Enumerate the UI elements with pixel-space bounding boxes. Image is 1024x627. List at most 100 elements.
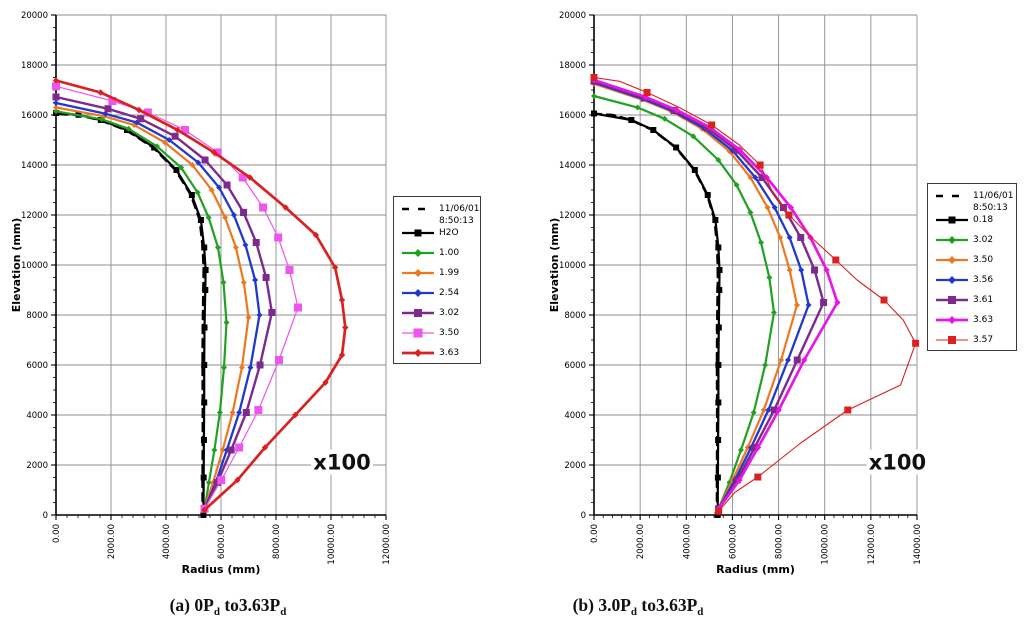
- svg-text:4000.00: 4000.00: [162, 524, 172, 559]
- series-marker: [880, 296, 888, 304]
- y-axis-title: Elevation (mm): [548, 218, 561, 313]
- series-marker: [219, 447, 226, 453]
- series-marker: [736, 476, 743, 484]
- chart-b-tick-labels: 0 2000 4000 6000 8000 10000 12000 14000 16000 180…: [559, 11, 923, 565]
- series-marker: [259, 203, 268, 212]
- series-marker: [766, 274, 773, 281]
- series-marker: [256, 312, 263, 318]
- legend-item-1-00: 1.00: [400, 247, 477, 258]
- series-3-63: [52, 77, 349, 514]
- svg-text:8000.00: 8000.00: [775, 524, 785, 559]
- series-marker: [832, 256, 840, 264]
- legend-swatch: [402, 328, 434, 337]
- series-marker: [747, 209, 754, 216]
- series-marker: [777, 234, 784, 241]
- series-marker: [173, 167, 180, 173]
- series-marker: [125, 125, 132, 132]
- series-marker: [770, 309, 777, 316]
- series-0-18: [591, 110, 723, 518]
- legend-swatch: [936, 295, 968, 304]
- series-marker: [52, 93, 60, 101]
- svg-text:Elevation (mm): Elevation (mm): [10, 218, 23, 313]
- y-tick-label: 0: [581, 511, 586, 521]
- series-marker: [752, 174, 759, 181]
- legend-item-11-06-01: 11/06/01: [934, 190, 1013, 201]
- x-tick-label: 6000.00: [728, 524, 738, 559]
- series-marker: [716, 287, 723, 293]
- legend-item-3-63: 3.63: [934, 314, 1013, 325]
- series-marker: [715, 157, 722, 163]
- svg-text:12000.00: 12000.00: [382, 524, 392, 565]
- legend-item-2-54: 2.54: [400, 287, 477, 298]
- series-marker: [53, 104, 59, 111]
- x-tick-label: 14000.00: [913, 524, 923, 565]
- series-marker: [715, 399, 722, 406]
- series-marker: [708, 121, 716, 129]
- annotation-text: x100: [869, 451, 926, 475]
- legend-item-time: 8:50:13: [934, 202, 1013, 213]
- series-line: [592, 80, 825, 510]
- series-marker: [642, 93, 649, 101]
- series-marker: [153, 143, 160, 150]
- series-marker: [171, 132, 179, 140]
- legend-marker: [948, 335, 956, 344]
- legend-swatch-empty: [400, 215, 436, 227]
- caption-a-sub1: d: [213, 606, 220, 618]
- series-marker: [275, 356, 284, 364]
- caption-a: (a) 0Pd to3.63Pd: [148, 595, 308, 618]
- series-marker: [234, 476, 241, 484]
- series-line: [592, 112, 721, 517]
- series-line: [54, 112, 205, 517]
- y-tick-label: 12000: [559, 211, 586, 221]
- legend-label: 11/06/01: [973, 190, 1014, 201]
- series-marker: [715, 324, 722, 331]
- x-tick-label: 0.00: [52, 524, 62, 543]
- series-marker: [201, 399, 208, 406]
- y-tick-label: 10000: [559, 261, 586, 271]
- series-marker: [216, 409, 223, 416]
- legend-label: H2O: [439, 227, 459, 238]
- x-tick-label: 12000.00: [867, 524, 877, 565]
- series-marker: [223, 181, 231, 189]
- series-marker: [807, 234, 814, 241]
- legend-marker: [948, 235, 956, 244]
- annotation-text: x100: [313, 451, 370, 475]
- series-marker: [202, 287, 209, 293]
- y-tick-label: 14000: [559, 161, 586, 171]
- series-marker: [247, 364, 254, 371]
- legend-marker: [414, 248, 422, 257]
- series-marker: [201, 362, 208, 368]
- series-marker: [712, 217, 719, 223]
- series-marker: [252, 239, 260, 246]
- series-marker: [201, 244, 208, 251]
- series-11-06-01: [54, 112, 205, 517]
- legend-label: 1.00: [439, 247, 460, 258]
- svg-text:2000.00: 2000.00: [107, 524, 117, 559]
- x-axis-title: Radius (mm): [716, 563, 795, 576]
- series-11-06-01: [592, 112, 720, 517]
- legend-item-time: 8:50:13: [400, 215, 477, 226]
- series-marker: [673, 106, 680, 114]
- caption-a-text: (a) 0P: [169, 595, 214, 615]
- series-marker: [161, 139, 168, 146]
- series-marker: [312, 231, 320, 239]
- legend-label: 8:50:13: [973, 202, 1008, 213]
- legend-item-3-56: 3.56: [934, 274, 1013, 285]
- series-marker: [634, 104, 641, 111]
- legend-swatch: [402, 229, 434, 236]
- chart-a-tick-labels: 0 2000 4000 6000 8000 10000 12000 14000 16000 180…: [21, 11, 392, 565]
- legend-item-3-61: 3.61: [934, 294, 1013, 305]
- legend-marker: [414, 348, 422, 357]
- series-line: [54, 110, 228, 512]
- legend-marker: [414, 288, 422, 297]
- series-marker: [256, 361, 264, 369]
- caption-b-sub2: d: [697, 606, 704, 618]
- series-marker: [52, 77, 60, 84]
- series-marker: [240, 209, 248, 216]
- legend-swatch: [402, 207, 434, 210]
- legend-label: 3.63: [439, 347, 460, 358]
- series-marker: [758, 174, 766, 181]
- series-marker: [222, 214, 229, 221]
- chart-a-grid: [56, 14, 387, 515]
